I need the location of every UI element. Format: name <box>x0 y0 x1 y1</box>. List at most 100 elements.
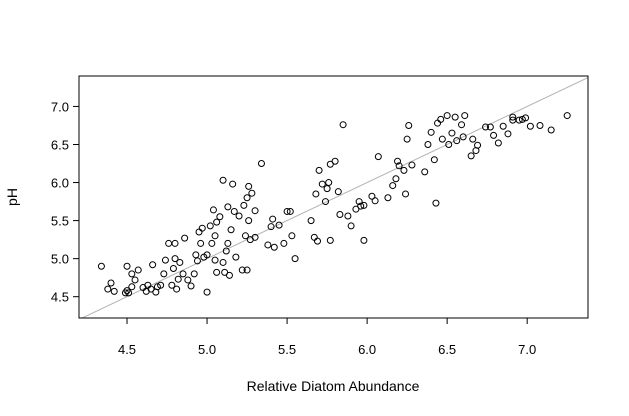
data-point <box>149 261 157 269</box>
data-point <box>269 215 277 223</box>
data-point <box>264 241 272 249</box>
data-points-group <box>97 112 571 297</box>
data-point <box>326 236 334 244</box>
data-point <box>206 222 214 230</box>
data-point <box>211 232 219 240</box>
data-point <box>389 182 397 190</box>
data-point <box>232 253 240 261</box>
data-point <box>203 251 211 259</box>
data-point <box>400 166 408 174</box>
data-point <box>203 288 211 296</box>
data-point <box>467 152 475 160</box>
x-axis-label: Relative Diatom Abundance <box>247 378 420 394</box>
data-point <box>437 115 445 123</box>
y-axis-label: pH <box>4 188 20 206</box>
data-point <box>173 285 181 293</box>
data-point <box>424 140 432 148</box>
data-point <box>216 213 224 221</box>
data-point <box>168 281 176 289</box>
data-point <box>251 233 259 241</box>
data-point <box>160 270 168 278</box>
data-point <box>438 135 446 143</box>
data-point <box>165 239 173 247</box>
data-point <box>352 205 360 213</box>
data-point <box>355 198 363 206</box>
data-point <box>315 166 323 174</box>
data-point <box>131 276 139 284</box>
x-axis: 4.5 5.0 5.5 6.0 6.5 7.0 <box>118 318 536 357</box>
data-point <box>243 194 251 202</box>
data-point <box>169 265 177 273</box>
data-point <box>403 135 411 143</box>
data-point <box>222 247 230 255</box>
y-axis: 4.5 5.0 5.5 6.0 6.5 7.0 <box>51 99 79 305</box>
data-point <box>402 190 410 198</box>
data-point <box>128 270 136 278</box>
x-tick-label: 5.0 <box>198 342 216 357</box>
data-point <box>427 128 435 136</box>
data-point <box>526 122 534 130</box>
data-point <box>310 233 318 241</box>
data-point <box>211 256 219 264</box>
data-point <box>213 218 221 226</box>
data-point <box>229 180 237 188</box>
data-point <box>147 285 155 293</box>
data-point <box>225 271 233 279</box>
data-point <box>494 139 502 147</box>
y-tick-label: 6.5 <box>51 137 69 152</box>
data-point <box>238 266 246 274</box>
data-point <box>334 188 342 196</box>
data-point <box>318 180 326 188</box>
data-point <box>125 289 133 297</box>
data-point <box>490 131 498 139</box>
data-point <box>459 133 467 141</box>
data-point <box>421 168 429 176</box>
data-point <box>248 189 256 197</box>
data-point <box>171 239 179 247</box>
data-point <box>405 121 413 129</box>
y-tick-label: 7.0 <box>51 99 69 114</box>
data-point <box>563 112 571 120</box>
data-point <box>347 222 355 230</box>
data-point <box>187 282 195 290</box>
data-point <box>275 221 283 229</box>
data-point <box>504 130 512 138</box>
data-point <box>360 236 368 244</box>
data-point <box>323 185 331 193</box>
data-point <box>430 156 438 164</box>
x-tick-label: 5.5 <box>278 342 296 357</box>
data-point <box>286 207 294 215</box>
data-point <box>326 160 334 168</box>
data-point <box>174 275 182 283</box>
data-point <box>443 112 451 120</box>
data-point <box>469 135 477 143</box>
data-point <box>408 161 416 169</box>
data-point <box>107 279 115 287</box>
data-point <box>518 115 526 123</box>
data-point <box>219 176 227 184</box>
y-tick-label: 5.5 <box>51 214 69 229</box>
data-point <box>394 157 402 165</box>
x-tick-label: 7.0 <box>518 342 536 357</box>
data-point <box>432 199 440 207</box>
data-point <box>153 283 161 291</box>
reference-line <box>81 76 588 318</box>
data-point <box>197 239 205 247</box>
data-point <box>307 217 315 225</box>
data-point <box>291 255 299 263</box>
data-point <box>123 262 131 270</box>
data-point <box>434 119 442 127</box>
data-point <box>227 226 235 234</box>
data-point <box>321 198 329 206</box>
data-point <box>245 217 253 225</box>
data-point <box>198 224 206 232</box>
data-point <box>240 201 248 209</box>
data-point <box>235 212 243 220</box>
data-point <box>251 207 259 215</box>
data-point <box>179 270 187 278</box>
data-point <box>360 201 368 209</box>
data-point <box>458 121 466 129</box>
y-tick-label: 5.0 <box>51 252 69 267</box>
data-point <box>536 121 544 129</box>
data-point <box>270 243 278 251</box>
